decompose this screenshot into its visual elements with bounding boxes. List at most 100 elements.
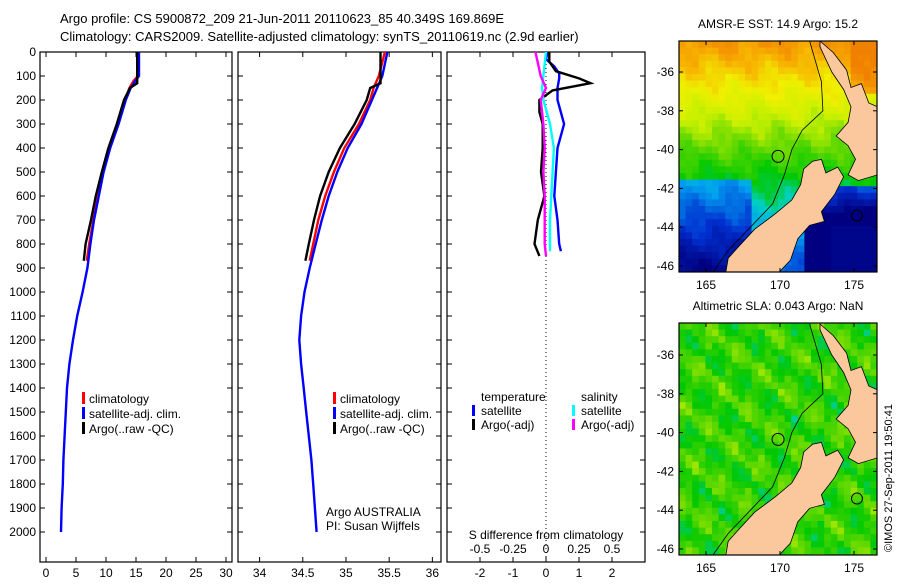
- map-cell: [764, 455, 772, 462]
- map-cell: [844, 540, 851, 548]
- map-cell: [692, 173, 700, 180]
- map-cell: [857, 540, 865, 548]
- map-cell: [685, 547, 693, 555]
- map-cell: [857, 265, 865, 272]
- map-cell: [764, 113, 772, 121]
- map-cell: [791, 126, 799, 134]
- map-cell: [791, 534, 799, 542]
- map-cell: [817, 369, 825, 377]
- plot-frame: [39, 51, 233, 563]
- map-cell: [679, 461, 686, 469]
- map-cell: [751, 415, 759, 423]
- map-cell: [712, 441, 719, 449]
- map-cell: [705, 93, 713, 101]
- map-cell: [718, 507, 726, 515]
- map-cell: [738, 206, 746, 213]
- map-cell: [797, 166, 805, 174]
- map-cell: [725, 455, 733, 462]
- map-cell: [745, 140, 752, 147]
- map-cell: [751, 67, 759, 75]
- map-cell: [811, 329, 818, 337]
- map-cell: [712, 225, 719, 233]
- map-cell: [804, 547, 812, 555]
- map-cell: [712, 212, 719, 220]
- map-cell: [844, 323, 851, 330]
- map-cell: [804, 60, 812, 68]
- map-cell: [738, 113, 746, 121]
- legend-heading: salinity: [581, 390, 618, 404]
- map-cell: [804, 74, 812, 81]
- map-cell: [863, 80, 871, 88]
- y-tick-label: 400: [16, 141, 36, 155]
- map-cell: [817, 74, 825, 81]
- map-cell: [718, 41, 726, 48]
- map-cell: [784, 140, 792, 147]
- map-cell: [731, 507, 739, 515]
- map-cell: [804, 402, 812, 410]
- map-cell: [811, 74, 818, 81]
- map-cell: [817, 140, 825, 147]
- map-cell: [738, 87, 746, 95]
- map-cell: [824, 153, 832, 161]
- map-cell: [712, 74, 719, 81]
- map-cell: [830, 93, 838, 101]
- map-cell: [758, 140, 766, 147]
- map-cell: [857, 468, 865, 476]
- map-cell: [679, 501, 686, 509]
- map-cell: [850, 239, 858, 246]
- map-cell: [712, 448, 719, 456]
- map-cell: [870, 41, 877, 48]
- x-tick-label: 0: [43, 566, 50, 580]
- map-cell: [698, 349, 706, 357]
- map-cell: [679, 225, 686, 233]
- map-cell: [837, 120, 845, 128]
- map-cell: [758, 67, 766, 75]
- map-cell: [731, 369, 739, 377]
- map-cell: [685, 245, 693, 253]
- map-cell: [712, 206, 719, 213]
- map-cell: [712, 481, 719, 489]
- map-cell: [751, 133, 759, 141]
- map-cell: [778, 408, 785, 416]
- map-cell: [731, 382, 739, 390]
- map-cell: [863, 362, 871, 370]
- map-cell: [718, 494, 726, 502]
- map-cell: [725, 113, 733, 121]
- map-cell: [837, 369, 845, 377]
- map-cell: [718, 382, 726, 390]
- map-cell: [712, 80, 719, 88]
- map-cell: [692, 395, 700, 403]
- map-cell: [797, 60, 805, 68]
- map-cell: [791, 395, 799, 403]
- map-cell: [731, 173, 739, 180]
- map-cell: [804, 93, 812, 101]
- y-tick-label: 300: [16, 117, 36, 131]
- x-tick-label: 30: [219, 566, 233, 580]
- y-tick-label: 900: [16, 261, 36, 275]
- map-cell: [771, 349, 779, 357]
- map-cell: [850, 349, 858, 357]
- map-cell: [844, 448, 851, 456]
- map-cell: [844, 146, 851, 154]
- map-cell: [817, 245, 825, 253]
- y-tick-label: 800: [16, 237, 36, 251]
- map-cell: [844, 107, 851, 114]
- map-cell: [745, 356, 752, 363]
- map-cell: [764, 54, 772, 62]
- map-cell: [830, 47, 838, 55]
- map-cell: [857, 258, 865, 266]
- map-cell: [817, 534, 825, 542]
- map-cell: [824, 527, 832, 535]
- map-cell: [857, 219, 865, 227]
- lon-tick-label: 175: [844, 561, 864, 575]
- map-cell: [811, 107, 818, 114]
- map-cell: [771, 41, 779, 48]
- map-cell: [712, 126, 719, 134]
- map-cell: [698, 395, 706, 403]
- map-cell: [679, 93, 686, 101]
- map-cell: [811, 113, 818, 121]
- map-field: [679, 41, 877, 272]
- map-cell: [698, 179, 706, 187]
- map-cell: [830, 133, 838, 141]
- map-cell: [758, 199, 766, 207]
